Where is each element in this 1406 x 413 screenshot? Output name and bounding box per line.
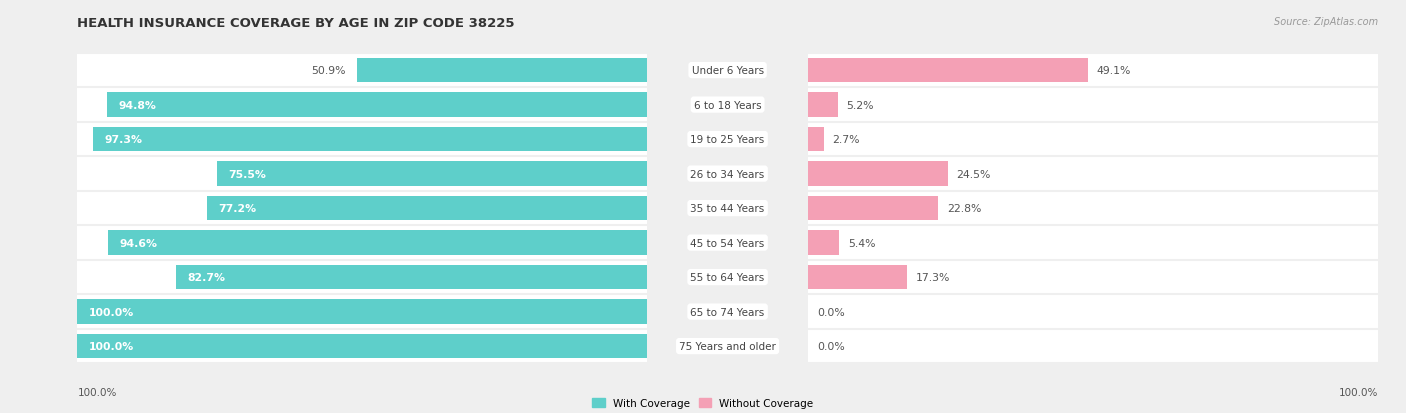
Text: 94.8%: 94.8% <box>118 100 156 110</box>
Bar <box>207 197 647 221</box>
Bar <box>808 128 824 152</box>
Bar <box>77 334 647 358</box>
Text: 94.6%: 94.6% <box>120 238 157 248</box>
Bar <box>77 54 647 88</box>
Bar <box>808 197 938 221</box>
Text: 55 to 64 Years: 55 to 64 Years <box>690 273 765 282</box>
Bar <box>77 88 647 123</box>
Text: HEALTH INSURANCE COVERAGE BY AGE IN ZIP CODE 38225: HEALTH INSURANCE COVERAGE BY AGE IN ZIP … <box>77 17 515 29</box>
Bar <box>77 329 647 363</box>
Bar <box>77 157 647 191</box>
Bar <box>808 231 839 255</box>
Text: 77.2%: 77.2% <box>218 204 257 214</box>
Text: 5.2%: 5.2% <box>846 100 875 110</box>
Text: 100.0%: 100.0% <box>89 341 134 351</box>
Text: 0.0%: 0.0% <box>817 341 845 351</box>
Bar <box>808 88 1378 123</box>
Text: 100.0%: 100.0% <box>89 307 134 317</box>
Text: Source: ZipAtlas.com: Source: ZipAtlas.com <box>1274 17 1378 26</box>
Bar <box>808 93 838 117</box>
Bar <box>357 59 647 83</box>
Text: 50.9%: 50.9% <box>311 66 346 76</box>
Text: 0.0%: 0.0% <box>817 307 845 317</box>
Bar <box>808 329 1378 363</box>
Bar <box>93 128 647 152</box>
Bar <box>108 231 647 255</box>
Bar <box>176 266 647 290</box>
Text: 75 Years and older: 75 Years and older <box>679 341 776 351</box>
Text: 75.5%: 75.5% <box>228 169 266 179</box>
Bar <box>77 226 647 260</box>
Bar <box>808 123 1378 157</box>
Bar <box>808 294 1378 329</box>
Text: 6 to 18 Years: 6 to 18 Years <box>693 100 762 110</box>
Text: 19 to 25 Years: 19 to 25 Years <box>690 135 765 145</box>
Bar <box>808 260 1378 294</box>
Text: 97.3%: 97.3% <box>104 135 142 145</box>
Text: 5.4%: 5.4% <box>848 238 876 248</box>
Bar <box>77 191 647 226</box>
Bar <box>107 93 647 117</box>
Text: 45 to 54 Years: 45 to 54 Years <box>690 238 765 248</box>
Bar <box>77 294 647 329</box>
Bar <box>77 260 647 294</box>
Bar <box>808 266 907 290</box>
Bar <box>217 162 647 186</box>
Text: 17.3%: 17.3% <box>915 273 950 282</box>
Text: 22.8%: 22.8% <box>946 204 981 214</box>
Text: 82.7%: 82.7% <box>187 273 225 282</box>
Bar <box>808 191 1378 226</box>
Legend: With Coverage, Without Coverage: With Coverage, Without Coverage <box>592 398 814 408</box>
Text: 100.0%: 100.0% <box>1339 387 1378 397</box>
Bar <box>808 54 1378 88</box>
Bar <box>77 300 647 324</box>
Text: 65 to 74 Years: 65 to 74 Years <box>690 307 765 317</box>
Text: 100.0%: 100.0% <box>77 387 117 397</box>
Text: 49.1%: 49.1% <box>1097 66 1130 76</box>
Text: 26 to 34 Years: 26 to 34 Years <box>690 169 765 179</box>
Bar <box>808 59 1088 83</box>
Text: Under 6 Years: Under 6 Years <box>692 66 763 76</box>
Bar <box>808 226 1378 260</box>
Bar <box>808 162 948 186</box>
Bar <box>77 123 647 157</box>
Text: 2.7%: 2.7% <box>832 135 860 145</box>
Bar <box>808 157 1378 191</box>
Text: 35 to 44 Years: 35 to 44 Years <box>690 204 765 214</box>
Text: 24.5%: 24.5% <box>956 169 991 179</box>
